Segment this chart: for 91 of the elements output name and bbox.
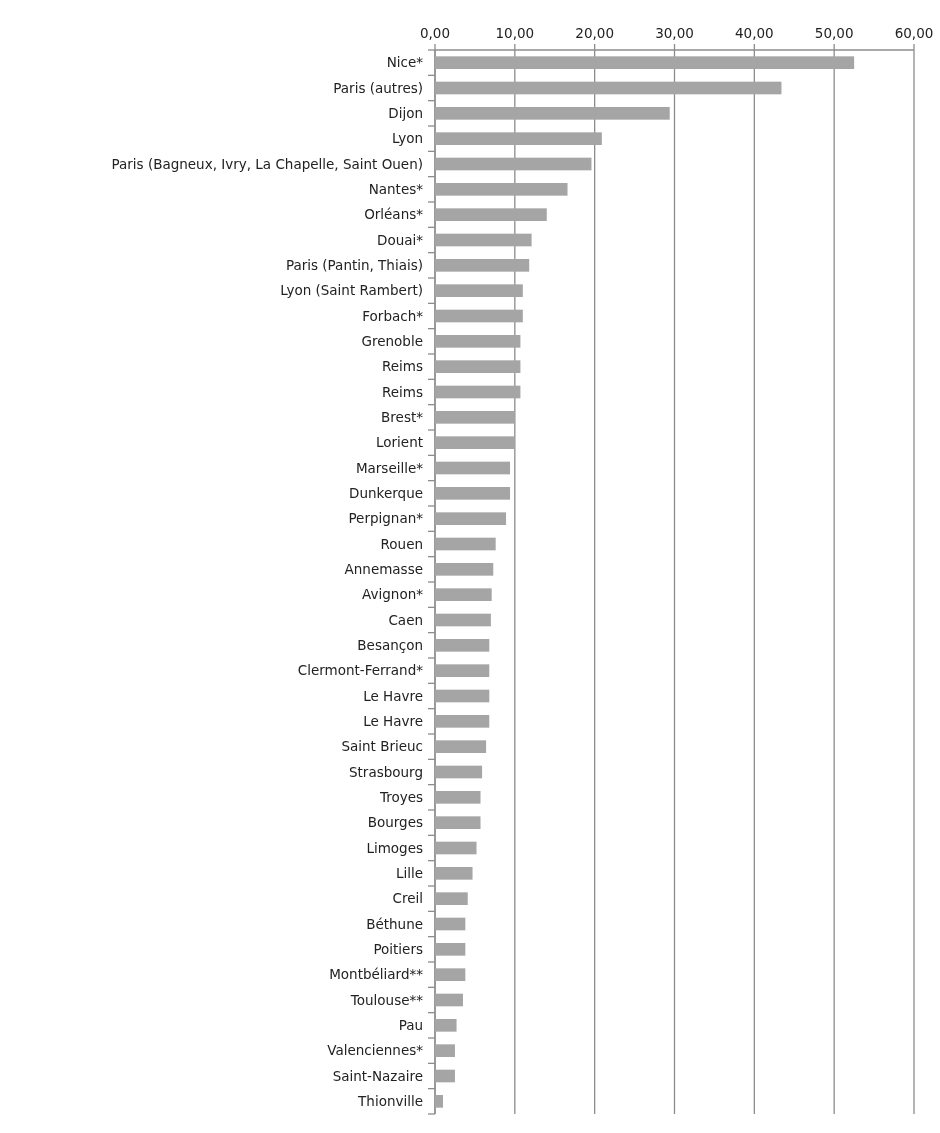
x-tick-label: 0,00 [419,25,451,41]
y-tick-label: Nice* [386,54,424,71]
y-tick-label: Lille [395,865,423,882]
y-tick-label: Lyon (Saint Rambert) [280,282,423,299]
y-tick-label: Toulouse** [349,991,424,1008]
x-tick-label: 20,00 [575,25,614,41]
y-tick-label: Creil [392,890,423,907]
bar [435,816,481,829]
bar [435,132,602,145]
y-tick-label: Forbach* [362,307,424,324]
x-tick-label: 30,00 [655,25,694,41]
y-tick-label: Clermont-Ferrand* [297,662,424,679]
y-tick-label: Orléans* [364,206,424,223]
y-tick-label: Paris (Pantin, Thiais) [285,257,423,274]
y-tick-label: Nantes* [368,181,424,198]
y-tick-label: Besançon [357,637,423,654]
y-tick-label: Perpignan* [348,510,424,527]
bar [435,765,483,779]
bar [435,157,592,171]
x-tick-label: 40,00 [735,25,774,41]
y-tick-label: Le Havre [363,713,423,730]
bar [435,715,490,728]
y-tick-label: Caen [388,611,423,628]
y-tick-label: Brest* [381,409,424,426]
bar [435,791,481,804]
x-tick-label: 60,00 [894,25,934,41]
y-tick-label: Rouen [380,535,423,552]
y-tick-label: Bourges [367,814,423,831]
bar [435,385,521,399]
y-tick-label: Marseille* [355,459,424,476]
y-tick-label: Valenciennes* [327,1042,424,1059]
y-tick-label: Saint Brieuc [341,738,423,755]
y-tick-label: Troyes [378,789,423,806]
y-tick-label: Grenoble [361,333,423,350]
bar [435,563,494,576]
bar [435,943,466,956]
bar [435,107,670,120]
bar [435,892,468,905]
y-tick-label: Lorient [376,434,423,451]
bar [435,461,511,475]
bar [435,740,487,753]
y-tick-label: Poitiers [373,941,423,958]
bar [435,1095,443,1108]
bar [435,537,496,551]
bar [435,968,466,981]
bar [435,1044,455,1057]
bar [435,613,491,627]
y-tick-label: Montbéliard** [329,966,424,983]
y-tick-label: Le Havre [363,687,423,704]
bar [435,487,511,500]
x-tick-label: 50,00 [814,25,854,41]
y-tick-label: Paris (Bagneux, Ivry, La Chapelle, Saint Ouen) [111,155,423,172]
bar [435,1069,455,1083]
bar [435,689,490,703]
bar [435,183,568,196]
x-tick-label: 10,00 [495,25,535,41]
bar [435,917,466,931]
y-tick-label: Avignon* [362,586,424,603]
y-tick-label: Reims [381,358,423,375]
bar [435,335,521,348]
y-tick-label: Reims [381,383,423,400]
bar [435,233,532,247]
y-tick-label: Dunkerque [349,485,423,502]
bar [435,588,492,601]
bar [435,309,523,323]
y-tick-label: Strasbourg [349,763,423,780]
bar [435,436,515,449]
y-tick-label: Douai* [377,231,424,248]
y-tick-label: Lyon [391,130,423,147]
y-tick-label: Limoges [366,839,423,856]
bar [435,411,515,424]
y-tick-label: Paris (autres) [333,79,423,96]
y-tick-label: Pau [398,1017,423,1034]
bar [435,1019,457,1032]
y-tick-label: Annemasse [344,561,423,578]
bar [435,664,490,677]
bar [435,639,490,652]
y-tick-label: Béthune [366,915,423,932]
bar [435,208,547,221]
bar [435,360,521,373]
bar [435,56,855,69]
bar [435,841,477,855]
bar [435,867,473,880]
bar [435,259,530,272]
y-tick-label: Thionville [357,1093,423,1110]
bar [435,512,507,525]
bar [435,993,463,1007]
y-tick-label: Saint-Nazaire [332,1067,423,1084]
bar [435,284,523,297]
y-tick-label: Dijon [388,105,423,122]
bar [435,81,782,95]
